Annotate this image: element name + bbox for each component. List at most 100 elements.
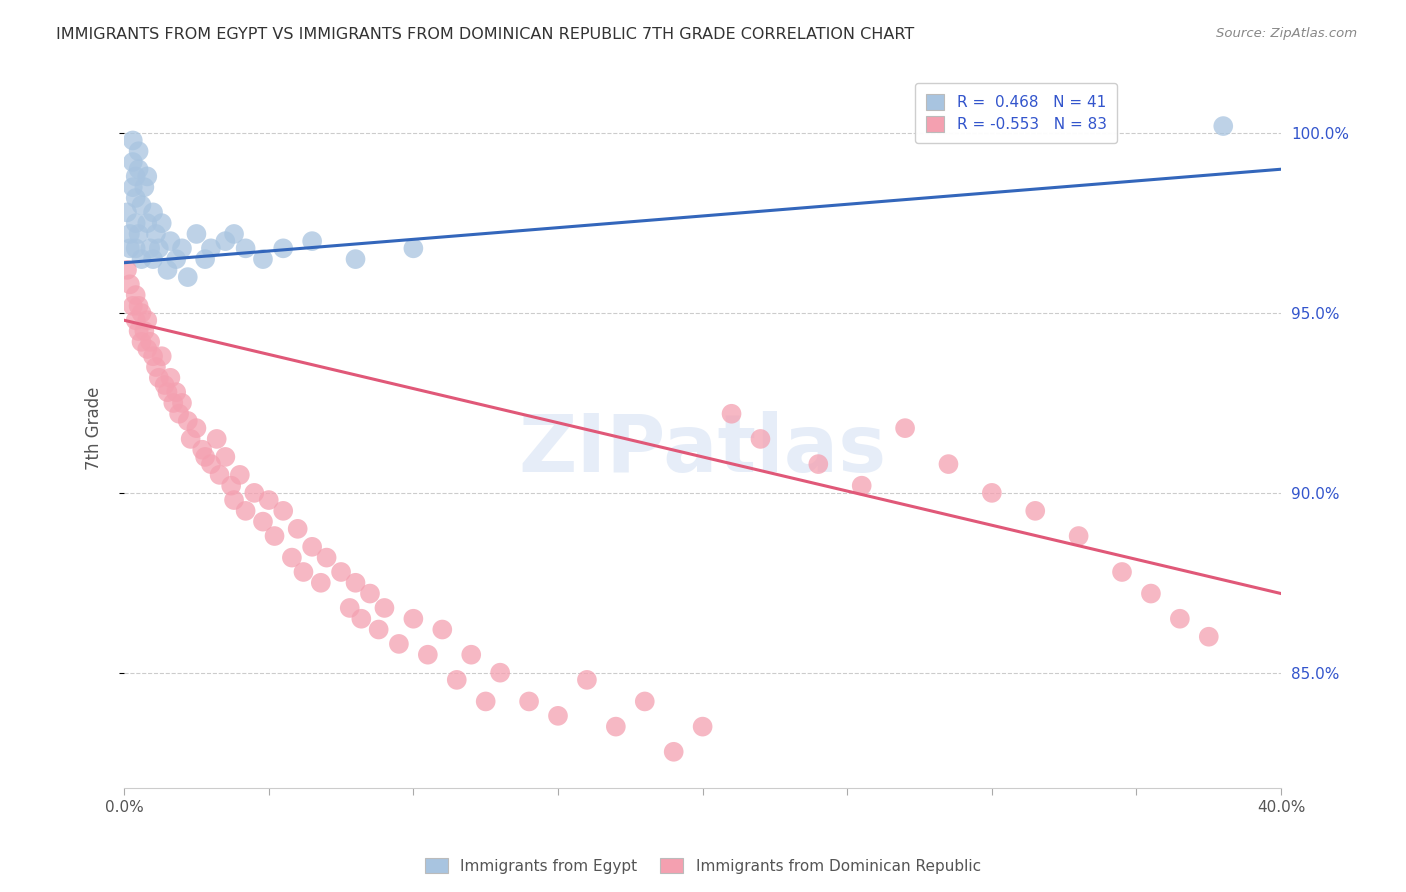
Point	[118, 241, 141, 255]
Point	[1067, 529, 1090, 543]
Point	[222, 493, 245, 508]
Point	[235, 241, 257, 255]
Point	[301, 234, 323, 248]
Point	[153, 378, 176, 392]
Point	[165, 385, 187, 400]
Point	[177, 270, 200, 285]
Point	[243, 486, 266, 500]
Text: ZIPatlas: ZIPatlas	[519, 410, 887, 489]
Point	[142, 349, 165, 363]
Point	[339, 601, 361, 615]
Legend: R =  0.468   N = 41, R = -0.553   N = 83: R = 0.468 N = 41, R = -0.553 N = 83	[915, 83, 1118, 143]
Point	[177, 414, 200, 428]
Point	[432, 623, 454, 637]
Point	[121, 133, 143, 147]
Point	[309, 575, 332, 590]
Point	[416, 648, 439, 662]
Point	[402, 612, 425, 626]
Point	[128, 299, 150, 313]
Point	[148, 371, 170, 385]
Point	[517, 694, 540, 708]
Point	[205, 432, 228, 446]
Point	[214, 234, 236, 248]
Point	[350, 612, 373, 626]
Point	[118, 227, 141, 241]
Point	[136, 342, 159, 356]
Point	[186, 227, 208, 241]
Legend: Immigrants from Egypt, Immigrants from Dominican Republic: Immigrants from Egypt, Immigrants from D…	[419, 852, 987, 880]
Point	[402, 241, 425, 255]
Point	[200, 457, 222, 471]
Point	[281, 550, 304, 565]
Point	[460, 648, 482, 662]
Point	[134, 324, 156, 338]
Point	[1168, 612, 1191, 626]
Point	[180, 432, 202, 446]
Point	[136, 216, 159, 230]
Point	[156, 263, 179, 277]
Point	[214, 450, 236, 464]
Point	[271, 504, 294, 518]
Point	[167, 407, 190, 421]
Point	[118, 277, 141, 292]
Text: IMMIGRANTS FROM EGYPT VS IMMIGRANTS FROM DOMINICAN REPUBLIC 7TH GRADE CORRELATIO: IMMIGRANTS FROM EGYPT VS IMMIGRANTS FROM…	[56, 27, 914, 42]
Point	[170, 241, 193, 255]
Point	[851, 478, 873, 492]
Point	[692, 720, 714, 734]
Point	[159, 234, 181, 248]
Point	[194, 450, 217, 464]
Point	[474, 694, 496, 708]
Point	[121, 155, 143, 169]
Point	[128, 162, 150, 177]
Point	[131, 198, 153, 212]
Point	[136, 169, 159, 184]
Point	[315, 550, 337, 565]
Point	[344, 575, 367, 590]
Text: Source: ZipAtlas.com: Source: ZipAtlas.com	[1216, 27, 1357, 40]
Point	[165, 252, 187, 266]
Point	[980, 486, 1002, 500]
Point	[142, 205, 165, 219]
Point	[125, 216, 148, 230]
Point	[938, 457, 960, 471]
Point	[186, 421, 208, 435]
Point	[575, 673, 598, 687]
Point	[229, 467, 252, 482]
Point	[292, 565, 315, 579]
Point	[125, 241, 148, 255]
Point	[344, 252, 367, 266]
Point	[134, 180, 156, 194]
Point	[894, 421, 917, 435]
Y-axis label: 7th Grade: 7th Grade	[86, 386, 103, 470]
Point	[330, 565, 353, 579]
Point	[194, 252, 217, 266]
Point	[388, 637, 411, 651]
Point	[367, 623, 389, 637]
Point	[271, 241, 294, 255]
Point	[219, 478, 242, 492]
Point	[115, 263, 138, 277]
Point	[720, 407, 742, 421]
Point	[131, 252, 153, 266]
Point	[142, 252, 165, 266]
Point	[148, 241, 170, 255]
Point	[200, 241, 222, 255]
Point	[1024, 504, 1046, 518]
Point	[257, 493, 280, 508]
Point	[287, 522, 309, 536]
Point	[121, 299, 143, 313]
Point	[547, 709, 569, 723]
Point	[150, 349, 173, 363]
Point	[807, 457, 830, 471]
Point	[136, 313, 159, 327]
Point	[170, 396, 193, 410]
Point	[139, 241, 162, 255]
Point	[125, 313, 148, 327]
Point	[145, 227, 167, 241]
Point	[1212, 119, 1234, 133]
Point	[446, 673, 468, 687]
Point	[125, 191, 148, 205]
Point	[125, 288, 148, 302]
Point	[263, 529, 285, 543]
Point	[115, 205, 138, 219]
